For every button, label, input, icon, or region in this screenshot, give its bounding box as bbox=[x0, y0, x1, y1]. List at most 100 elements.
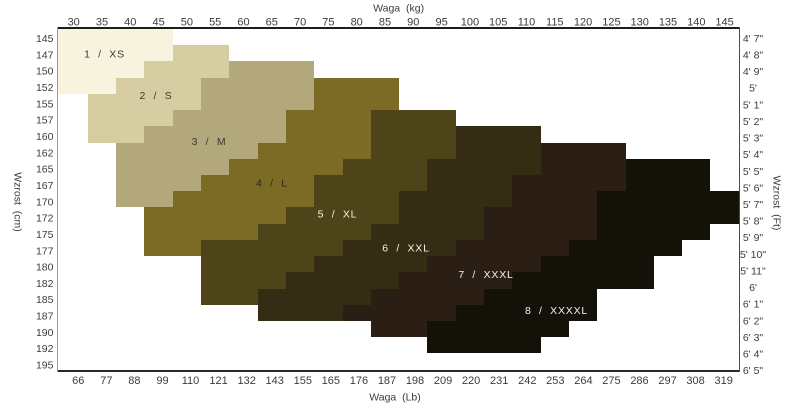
svg-text:4' 7": 4' 7" bbox=[743, 33, 764, 45]
svg-text:297: 297 bbox=[658, 375, 676, 387]
svg-text:75: 75 bbox=[322, 16, 334, 28]
svg-text:167: 167 bbox=[36, 180, 54, 192]
svg-text:4' 9": 4' 9" bbox=[743, 66, 764, 78]
svg-text:5' 8": 5' 8" bbox=[743, 216, 764, 228]
svg-text:80: 80 bbox=[351, 16, 363, 28]
svg-text:100: 100 bbox=[461, 16, 479, 28]
svg-text:192: 192 bbox=[36, 343, 54, 355]
svg-text:6 / XXL: 6 / XXL bbox=[382, 242, 429, 254]
svg-text:180: 180 bbox=[36, 262, 54, 274]
svg-text:88: 88 bbox=[128, 375, 140, 387]
svg-text:90: 90 bbox=[407, 16, 419, 28]
svg-text:264: 264 bbox=[574, 375, 592, 387]
svg-text:231: 231 bbox=[490, 375, 508, 387]
svg-text:5' 2": 5' 2" bbox=[743, 116, 764, 128]
svg-text:77: 77 bbox=[100, 375, 112, 387]
svg-text:209: 209 bbox=[434, 375, 452, 387]
svg-text:187: 187 bbox=[378, 375, 396, 387]
svg-text:99: 99 bbox=[156, 375, 168, 387]
svg-text:135: 135 bbox=[659, 16, 677, 28]
svg-text:5': 5' bbox=[749, 83, 757, 95]
svg-text:5' 4": 5' 4" bbox=[743, 149, 764, 161]
svg-text:175: 175 bbox=[36, 229, 54, 241]
svg-text:190: 190 bbox=[36, 327, 54, 339]
svg-text:5' 5": 5' 5" bbox=[743, 166, 764, 178]
svg-text:165: 165 bbox=[36, 164, 54, 176]
svg-text:182: 182 bbox=[36, 278, 54, 290]
svg-text:195: 195 bbox=[36, 360, 54, 372]
svg-text:6' 5": 6' 5" bbox=[743, 365, 764, 377]
svg-text:95: 95 bbox=[435, 16, 447, 28]
svg-text:6' 3": 6' 3" bbox=[743, 332, 764, 344]
svg-text:155: 155 bbox=[294, 375, 312, 387]
svg-text:5 / XL: 5 / XL bbox=[318, 209, 358, 221]
svg-text:5' 1": 5' 1" bbox=[743, 99, 764, 111]
svg-text:155: 155 bbox=[36, 98, 54, 110]
svg-text:275: 275 bbox=[602, 375, 620, 387]
svg-text:150: 150 bbox=[36, 66, 54, 78]
svg-text:140: 140 bbox=[687, 16, 705, 28]
svg-text:6' 2": 6' 2" bbox=[743, 315, 764, 327]
svg-text:70: 70 bbox=[294, 16, 306, 28]
svg-text:Wzrost (Ft): Wzrost (Ft) bbox=[771, 176, 783, 231]
svg-text:50: 50 bbox=[181, 16, 193, 28]
svg-text:Waga (kg): Waga (kg) bbox=[373, 3, 424, 15]
svg-text:132: 132 bbox=[238, 375, 256, 387]
svg-text:143: 143 bbox=[266, 375, 284, 387]
svg-text:177: 177 bbox=[36, 245, 54, 257]
svg-text:176: 176 bbox=[350, 375, 368, 387]
svg-text:5' 6": 5' 6" bbox=[743, 182, 764, 194]
svg-text:286: 286 bbox=[630, 375, 648, 387]
svg-text:65: 65 bbox=[266, 16, 278, 28]
svg-text:157: 157 bbox=[36, 115, 54, 127]
svg-text:6': 6' bbox=[749, 282, 757, 294]
svg-text:3 / M: 3 / M bbox=[192, 136, 227, 148]
svg-text:5' 10": 5' 10" bbox=[740, 249, 766, 261]
svg-text:121: 121 bbox=[209, 375, 227, 387]
svg-text:4' 8": 4' 8" bbox=[743, 49, 764, 61]
svg-text:5' 11": 5' 11" bbox=[740, 266, 766, 278]
svg-text:2 / S: 2 / S bbox=[139, 90, 172, 102]
svg-text:35: 35 bbox=[96, 16, 108, 28]
svg-text:Wzrost (cm): Wzrost (cm) bbox=[12, 172, 24, 232]
svg-text:55: 55 bbox=[209, 16, 221, 28]
svg-text:162: 162 bbox=[36, 147, 54, 159]
svg-text:145: 145 bbox=[715, 16, 733, 28]
svg-text:5' 3": 5' 3" bbox=[743, 133, 764, 145]
svg-text:130: 130 bbox=[631, 16, 649, 28]
svg-text:4 / L: 4 / L bbox=[256, 177, 288, 189]
svg-text:147: 147 bbox=[36, 49, 54, 61]
svg-text:105: 105 bbox=[489, 16, 507, 28]
svg-text:Waga (Lb): Waga (Lb) bbox=[369, 391, 421, 403]
svg-text:40: 40 bbox=[124, 16, 136, 28]
svg-text:6' 1": 6' 1" bbox=[743, 299, 764, 311]
svg-text:5' 7": 5' 7" bbox=[743, 199, 764, 211]
svg-text:110: 110 bbox=[182, 375, 200, 387]
svg-text:125: 125 bbox=[602, 16, 620, 28]
svg-text:120: 120 bbox=[574, 16, 592, 28]
svg-text:85: 85 bbox=[379, 16, 391, 28]
svg-text:170: 170 bbox=[36, 196, 54, 208]
svg-text:45: 45 bbox=[152, 16, 164, 28]
svg-text:308: 308 bbox=[686, 375, 704, 387]
svg-text:172: 172 bbox=[36, 213, 54, 225]
svg-text:198: 198 bbox=[406, 375, 424, 387]
svg-text:152: 152 bbox=[36, 82, 54, 94]
svg-text:145: 145 bbox=[36, 33, 54, 45]
svg-text:242: 242 bbox=[518, 375, 536, 387]
svg-text:160: 160 bbox=[36, 131, 54, 143]
svg-text:6' 4": 6' 4" bbox=[743, 349, 764, 361]
svg-text:253: 253 bbox=[546, 375, 564, 387]
svg-text:66: 66 bbox=[72, 375, 84, 387]
svg-text:7 / XXXL: 7 / XXXL bbox=[458, 269, 513, 281]
svg-text:187: 187 bbox=[36, 311, 54, 323]
svg-text:185: 185 bbox=[36, 294, 54, 306]
svg-text:220: 220 bbox=[462, 375, 480, 387]
svg-text:319: 319 bbox=[715, 375, 733, 387]
svg-text:1 / XS: 1 / XS bbox=[84, 48, 125, 60]
svg-text:115: 115 bbox=[546, 16, 564, 28]
svg-text:165: 165 bbox=[322, 375, 340, 387]
svg-text:30: 30 bbox=[68, 16, 80, 28]
svg-text:8 / XXXXL: 8 / XXXXL bbox=[525, 305, 588, 317]
svg-text:5' 9": 5' 9" bbox=[743, 232, 764, 244]
